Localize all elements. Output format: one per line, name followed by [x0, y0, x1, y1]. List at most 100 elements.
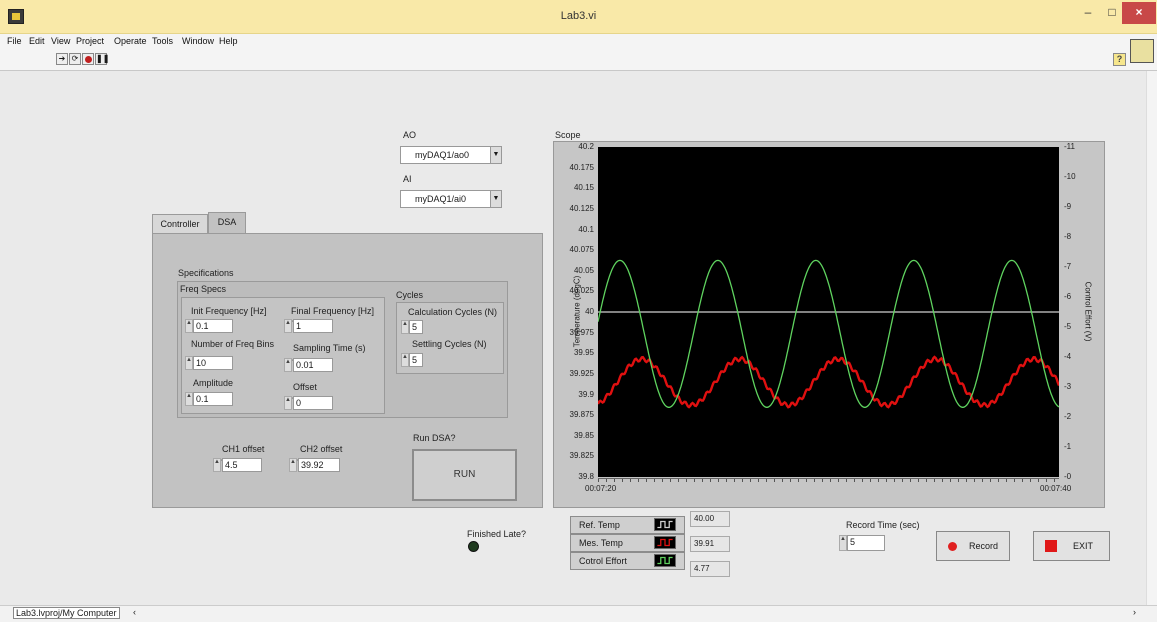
offset-input[interactable]: 0 [293, 396, 333, 410]
left-axis-tick: 40.05 [573, 265, 594, 275]
context-help-icon[interactable]: ? [1113, 53, 1126, 66]
left-axis-tick: 40.1 [578, 224, 594, 234]
settling-cycles-spinner[interactable]: ▲▼ [401, 353, 414, 367]
ao-channel-select[interactable]: myDAQ1/ao0 [400, 146, 502, 164]
right-axis-tick: -2 [1064, 412, 1072, 421]
record-icon [948, 542, 957, 551]
left-axis-tick: 40.025 [569, 286, 594, 296]
legend-control-effort-label: Cotrol Effort [579, 556, 627, 566]
ch2-offset-input[interactable]: 39.92 [298, 458, 340, 472]
chevron-down-icon[interactable]: ▼ [490, 191, 501, 207]
init-frequency-spinner[interactable]: ▲▼ [185, 319, 198, 333]
stop-icon [1045, 540, 1057, 552]
final-frequency-spinner[interactable]: ▲▼ [284, 319, 297, 333]
amplitude-spinner[interactable]: ▲▼ [185, 392, 198, 406]
menu-project[interactable]: Project [76, 36, 105, 46]
mes-temp-indicator: 39.91 [690, 536, 730, 552]
legend-mes-temp-label: Mes. Temp [579, 538, 623, 548]
left-axis-tick: 39.95 [573, 348, 594, 358]
scroll-right-icon[interactable]: › [1133, 607, 1136, 617]
left-axis-tick: 40.2 [578, 142, 594, 151]
scope-plot[interactable] [598, 147, 1059, 477]
x-axis-start-label: 00:07:20 [585, 484, 617, 493]
x-axis-end-label: 00:07:40 [1040, 484, 1072, 493]
ai-label: AI [403, 174, 412, 184]
pause-icon[interactable]: ❚❚ [95, 53, 110, 65]
record-button[interactable]: Record [936, 531, 1010, 561]
vi-connector-icon [1130, 39, 1154, 63]
menu-tools[interactable]: Tools [152, 36, 174, 46]
ao-label: AO [403, 130, 417, 140]
settling-cycles-input[interactable]: 5 [409, 353, 423, 367]
series-cotrol-effort [598, 259, 1059, 408]
close-button[interactable]: × [1122, 2, 1156, 24]
legend-swatch-control-effort[interactable] [654, 554, 676, 567]
finished-late-led [468, 541, 479, 552]
right-axis-tick: -4 [1064, 352, 1072, 361]
ch2-offset-label: CH2 offset [300, 444, 343, 454]
right-axis-tick: -7 [1064, 262, 1072, 271]
left-axis-tick: 39.975 [569, 327, 594, 337]
specifications-label: Specifications [178, 268, 234, 278]
project-path: Lab3.lvproj/My Computer [13, 607, 120, 619]
ch2-offset-spinner[interactable]: ▲▼ [289, 458, 302, 472]
run-continuously-icon[interactable]: ⟳ [69, 53, 81, 65]
menu-view[interactable]: View [51, 36, 71, 46]
finished-late-label: Finished Late? [467, 529, 527, 539]
menu-operate[interactable]: Operate [114, 36, 147, 46]
left-axis-tick: 40.125 [569, 203, 594, 213]
num-freq-bins-spinner[interactable]: ▲▼ [185, 356, 198, 370]
series-mes-temp [598, 355, 1059, 409]
sampling-time-label: Sampling Time (s) [293, 343, 366, 353]
tab-dsa[interactable]: DSA [208, 212, 246, 234]
legend-swatch-ref-temp[interactable] [654, 518, 676, 531]
calculation-cycles-label: Calculation Cycles (N) [408, 307, 498, 317]
scope-label: Scope [555, 130, 581, 140]
amplitude-label: Amplitude [193, 378, 234, 388]
vertical-scrollbar[interactable] [1146, 71, 1157, 605]
right-axis-tick: -9 [1064, 202, 1072, 211]
run-dsa-button[interactable]: RUN [412, 449, 517, 501]
legend-swatch-mes-temp[interactable] [654, 536, 676, 549]
calculation-cycles-input[interactable]: 5 [409, 320, 423, 334]
window-title: Lab3.vi [560, 10, 597, 22]
ch1-offset-input[interactable]: 4.5 [222, 458, 262, 472]
scroll-left-icon[interactable]: ‹ [133, 607, 136, 617]
sampling-time-input[interactable]: 0.01 [293, 358, 333, 372]
right-axis-tick: -6 [1064, 292, 1072, 301]
ai-channel-select[interactable]: myDAQ1/ai0 [400, 190, 502, 208]
num-freq-bins-input[interactable]: 10 [193, 356, 233, 370]
amplitude-input[interactable]: 0.1 [193, 392, 233, 406]
offset-spinner[interactable]: ▲▼ [284, 396, 297, 410]
calculation-cycles-spinner[interactable]: ▲▼ [401, 320, 414, 334]
init-frequency-label: Init Frequency [Hz] [191, 306, 267, 316]
title-bar [0, 0, 1157, 34]
freq-specs-label: Freq Specs [180, 284, 227, 294]
minimize-button[interactable]: – [1084, 5, 1092, 19]
menu-file[interactable]: File [7, 36, 22, 46]
run-arrow-icon[interactable]: ➔ [56, 53, 68, 65]
chevron-down-icon[interactable]: ▼ [490, 147, 501, 163]
record-time-spinner[interactable]: ▲▼ [839, 535, 852, 551]
final-frequency-input[interactable]: 1 [293, 319, 333, 333]
sampling-time-spinner[interactable]: ▲▼ [284, 358, 297, 372]
record-time-input[interactable]: 5 [847, 535, 885, 551]
right-axis-title-box: Control Effort (V) [1078, 147, 1098, 477]
maximize-button[interactable]: □ [1108, 5, 1116, 19]
init-frequency-input[interactable]: 0.1 [193, 319, 233, 333]
menu-bar [0, 34, 1157, 51]
left-axis-tick: 40 [585, 307, 594, 316]
tab-controller[interactable]: Controller [152, 214, 208, 234]
abort-icon[interactable] [82, 53, 94, 65]
exit-button-label: EXIT [1073, 541, 1094, 551]
exit-button[interactable]: EXIT [1033, 531, 1110, 561]
menu-window[interactable]: Window [182, 36, 215, 46]
toolbar [0, 51, 1157, 71]
ch1-offset-spinner[interactable]: ▲▼ [213, 458, 226, 472]
x-axis-ruler [598, 478, 1059, 482]
right-axis-tick: -10 [1064, 172, 1076, 181]
menu-help[interactable]: Help [219, 36, 238, 46]
left-axis-tick: 39.85 [573, 430, 594, 440]
left-axis-tick: 39.825 [569, 451, 594, 461]
menu-edit[interactable]: Edit [29, 36, 45, 46]
